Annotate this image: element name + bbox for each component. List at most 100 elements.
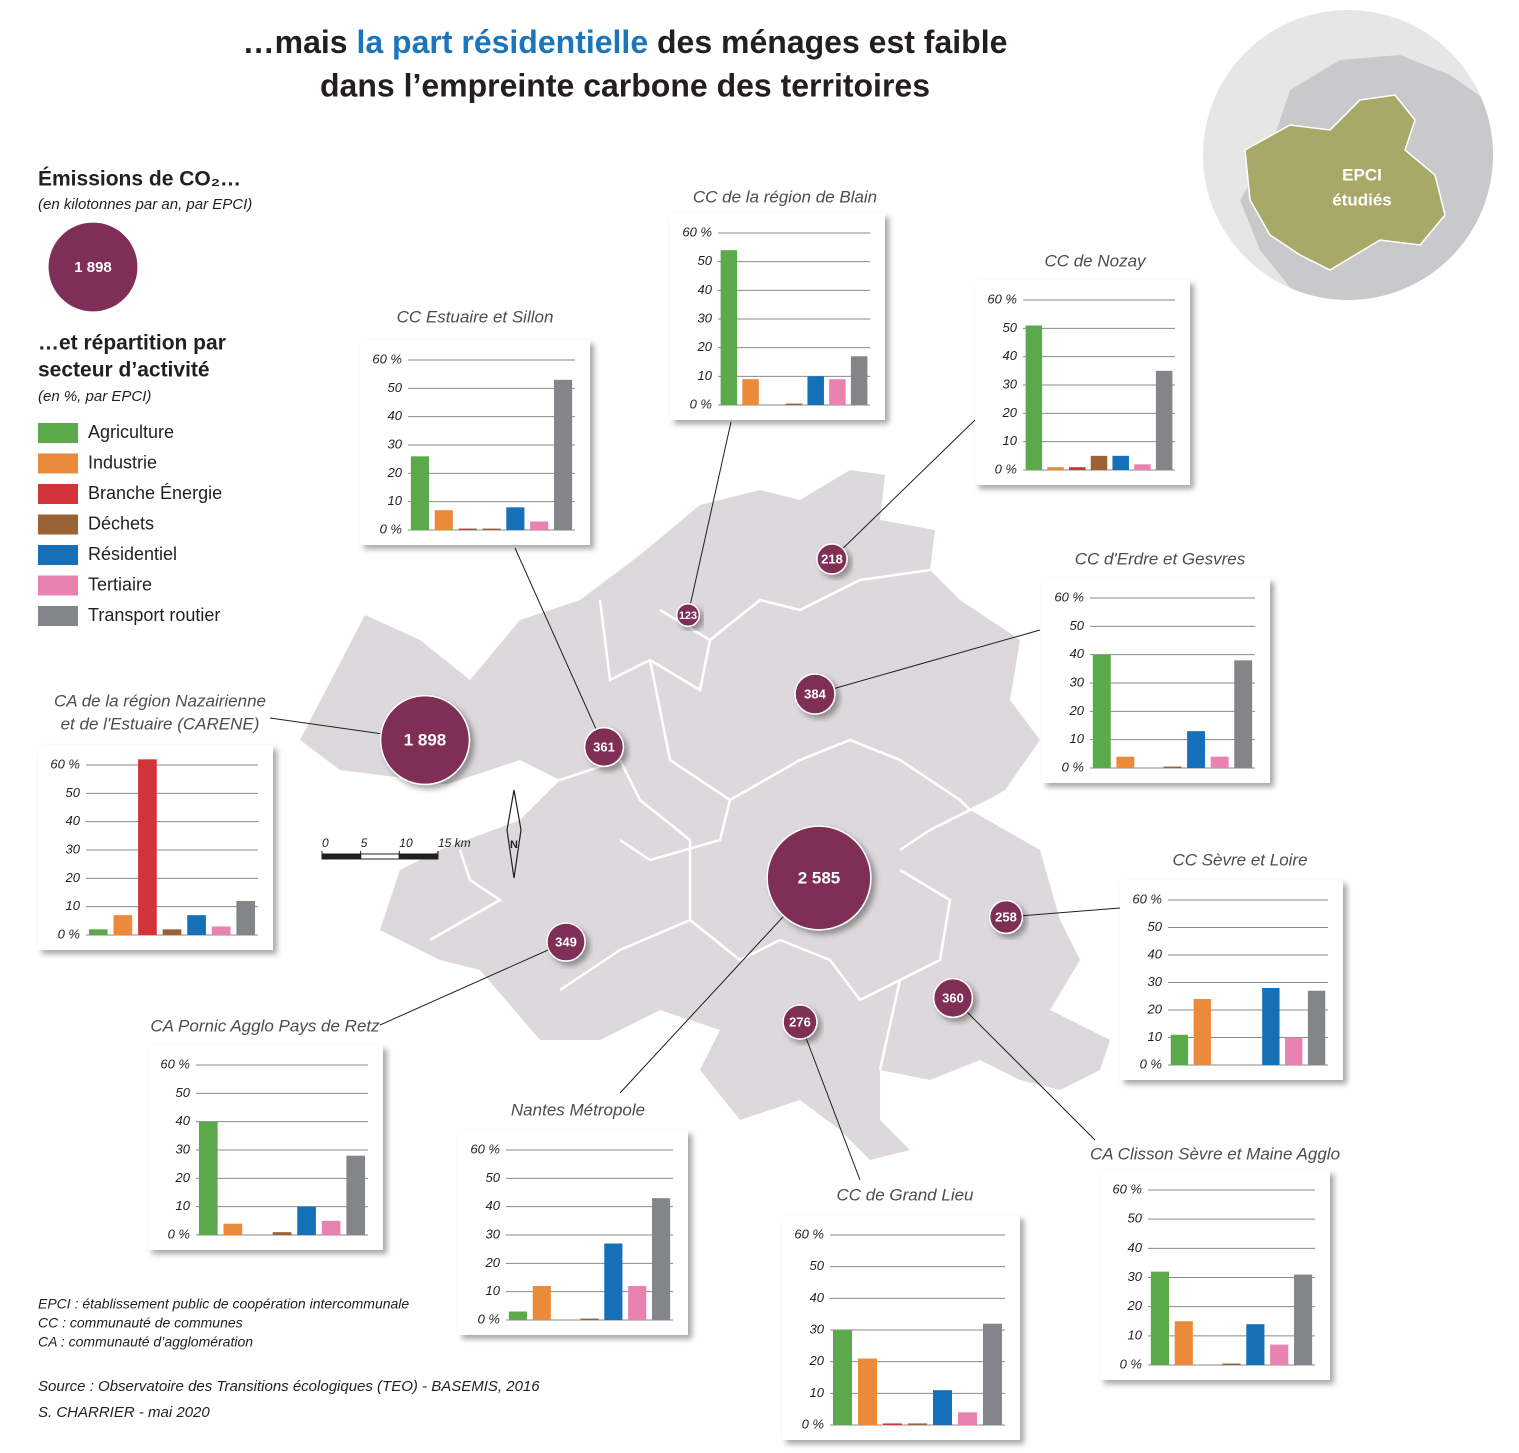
y-tick-label: 50 [1128, 1211, 1143, 1226]
chart-panel: 0 % 10 20 30 40 50 60 % [458, 1130, 688, 1335]
bar [532, 1286, 551, 1320]
legend-swatch [38, 423, 78, 443]
legend-subtitle: (en kilotonnes par an, par EPCI) [38, 196, 252, 213]
inset-label: EPCI [1342, 165, 1382, 184]
scale-segment [321, 853, 362, 860]
y-tick-label: 0 % [995, 461, 1017, 476]
y-tick-label: 60 % [682, 224, 712, 239]
y-tick-label: 10 [698, 368, 713, 383]
bar [198, 1121, 218, 1235]
y-tick-label: 40 [176, 1113, 191, 1128]
bar [1170, 1034, 1189, 1065]
chart-box [148, 1045, 383, 1250]
border [878, 868, 952, 1071]
chart-panel: 0 % 10 20 30 40 50 60 % [148, 1045, 383, 1250]
y-tick-label: 40 [1128, 1240, 1143, 1255]
y-tick-label: 20 [1147, 1001, 1163, 1016]
y-tick-label: 20 [387, 465, 403, 480]
note: EPCI : établissement public de coopérati… [38, 1296, 409, 1312]
legend-label: Industrie [88, 452, 157, 472]
y-tick-label: 30 [486, 1226, 501, 1241]
emission-label: 2 585 [798, 868, 841, 887]
author: S. CHARRIER - mai 2020 [38, 1404, 210, 1421]
chart-title: CC de Nozay [1044, 251, 1147, 270]
y-tick-label: 20 [697, 339, 713, 354]
y-tick-label: 0 % [1120, 1356, 1142, 1371]
emission-bubble [546, 922, 586, 962]
title: …mais la part résidentielle des ménages … [243, 24, 1008, 60]
bar [1222, 1363, 1241, 1365]
legend-swatch [38, 575, 78, 596]
border [729, 738, 971, 811]
leader-line [1005, 907, 1121, 918]
legend-label: Déchets [88, 513, 154, 533]
y-tick-label: 10 [1003, 433, 1018, 448]
y-tick-label: 50 [1070, 618, 1085, 633]
bar [410, 456, 429, 530]
emission-label: 361 [593, 739, 615, 754]
leader-line [379, 941, 567, 1026]
y-tick-label: 0 % [1062, 759, 1084, 774]
scale-label: 10 [399, 836, 413, 850]
chart-box [975, 280, 1190, 485]
chart-box [670, 213, 885, 420]
border [689, 919, 901, 1002]
map [300, 470, 1110, 1160]
y-tick-label: 30 [1148, 974, 1163, 989]
bar [1163, 766, 1182, 768]
y-tick-label: 50 [1003, 320, 1018, 335]
border [598, 599, 712, 692]
chart-title: Nantes Métropole [511, 1100, 645, 1119]
y-tick-label: 0 % [690, 396, 712, 411]
chart-title: et de l'Estuaire (CARENE) [61, 714, 260, 733]
bar [1294, 1274, 1313, 1365]
y-tick-label: 20 [485, 1255, 501, 1270]
title: dans l’empreinte carbone des territoires [320, 67, 930, 103]
chart-title: CA Pornic Agglo Pays de Retz [150, 1016, 380, 1035]
y-tick-label: 0 % [58, 926, 80, 941]
y-tick-label: 30 [1070, 674, 1085, 689]
y-tick-label: 40 [1070, 646, 1085, 661]
bar [1307, 990, 1326, 1065]
leader-line [799, 1021, 861, 1181]
leader-line [814, 629, 1041, 695]
legend-label: Agriculture [88, 422, 174, 442]
chart-panel: 0 % 10 20 30 40 50 60 % [360, 340, 590, 545]
legend-bubble [48, 222, 138, 312]
legend-label: Transport routier [88, 605, 220, 625]
legend-swatch [38, 453, 78, 474]
emission-label: 218 [821, 551, 843, 566]
y-tick-label: 0 % [1140, 1056, 1162, 1071]
bar [508, 1311, 527, 1320]
y-tick-label: 30 [698, 310, 713, 325]
territory [300, 470, 1110, 1160]
bar [236, 901, 256, 935]
bar [297, 1206, 316, 1235]
leader-line [687, 421, 732, 616]
y-tick-label: 20 [1069, 703, 1085, 718]
chart-panel: 0 % 10 20 30 40 50 60 % [1120, 880, 1343, 1080]
y-tick-label: 50 [486, 1170, 501, 1185]
bar [1112, 455, 1129, 470]
leader-line [831, 419, 976, 560]
title-part: …mais [243, 24, 357, 60]
bar [1210, 756, 1229, 768]
bar [88, 929, 108, 935]
bar [272, 1232, 292, 1235]
border [709, 568, 931, 641]
chart-title: CA de la région Nazairienne [54, 691, 266, 710]
bar [1090, 455, 1108, 470]
emission-bubble [782, 1004, 818, 1040]
chart-title: CA Clisson Sèvre et Maine Agglo [1090, 1144, 1340, 1163]
title-highlight: la part résidentielle [356, 24, 648, 60]
y-tick-label: 50 [810, 1258, 825, 1273]
y-tick-label: 20 [65, 870, 81, 885]
emission-bubble [675, 602, 701, 628]
bar [933, 1390, 952, 1425]
emission-bubble [766, 825, 872, 931]
bar [983, 1323, 1002, 1425]
bar [554, 379, 573, 530]
bar [1134, 464, 1151, 470]
bar [1262, 988, 1280, 1065]
y-tick-label: 40 [66, 813, 81, 828]
